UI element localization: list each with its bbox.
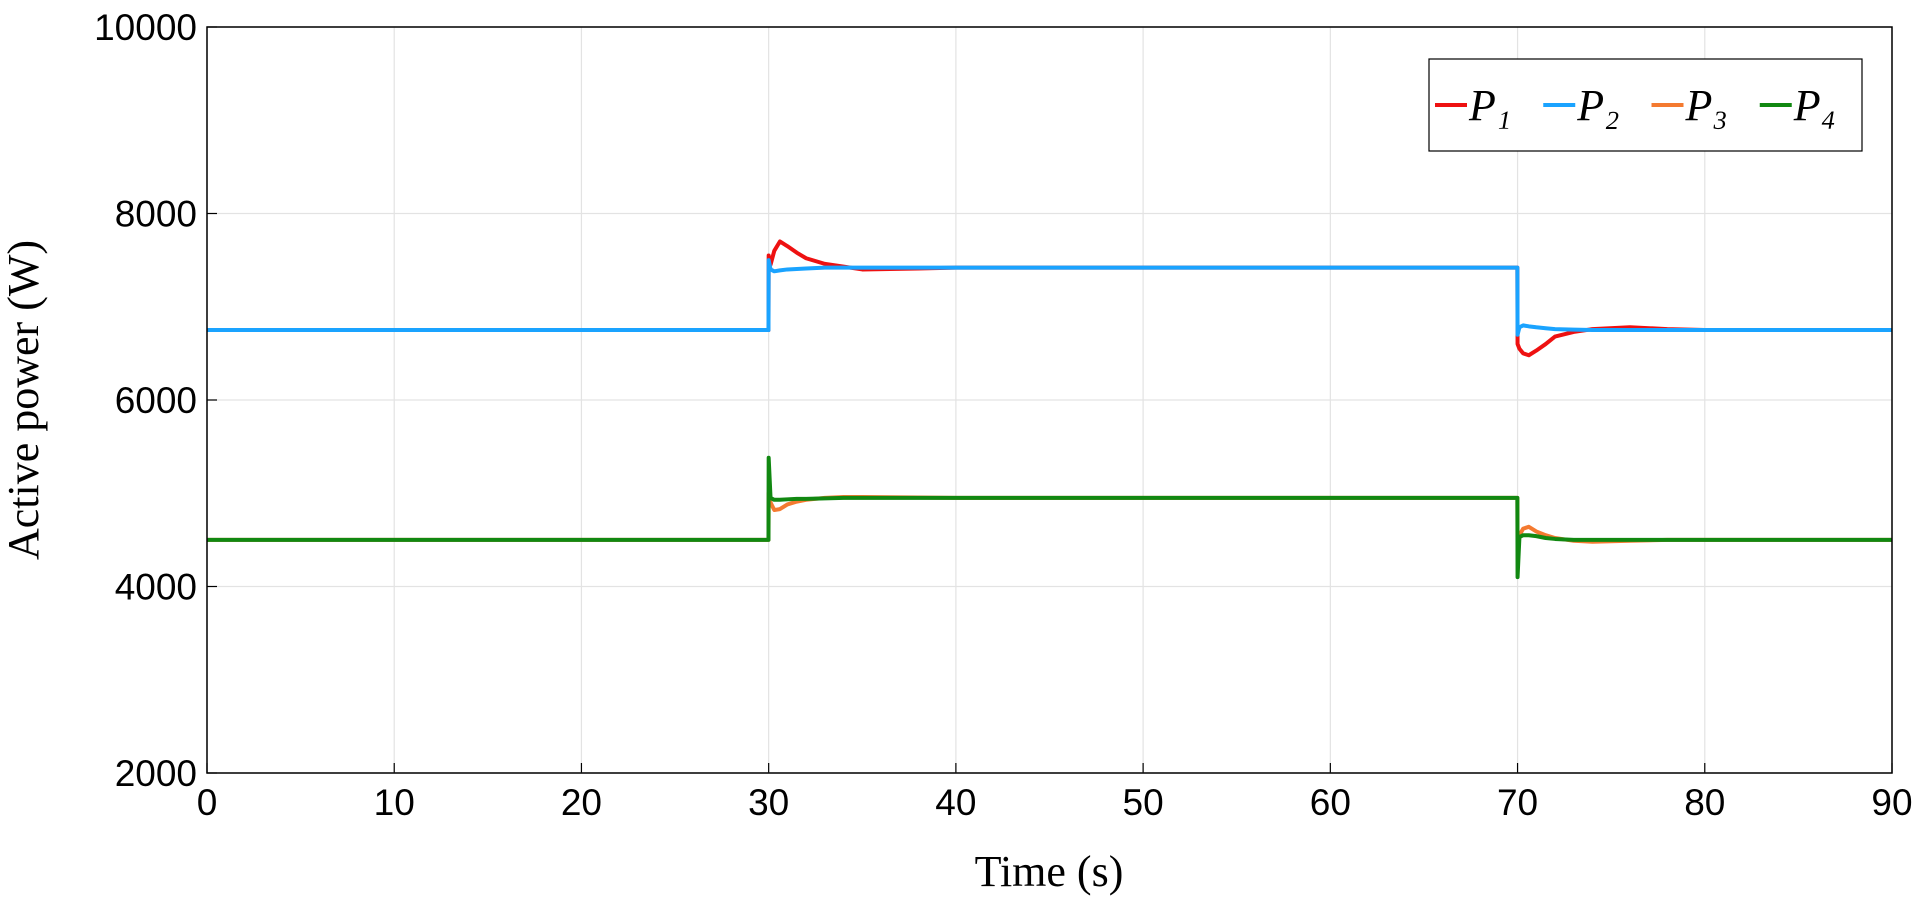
x-tick-label: 40 (935, 782, 976, 823)
y-tick-label: 4000 (115, 567, 197, 608)
legend-label: P₄ (1793, 81, 1836, 130)
y-tick-label: 2000 (115, 753, 197, 794)
data-line (207, 258, 1892, 337)
y-tick-label: 8000 (115, 194, 197, 235)
y-tick-label: 10000 (94, 7, 197, 48)
x-tick-label: 30 (748, 782, 789, 823)
data-line (207, 491, 1892, 544)
x-tick-label: 70 (1497, 782, 1538, 823)
legend: P₁ P₂ P₃ P₄ (1428, 58, 1863, 152)
plot-frame (206, 26, 1893, 774)
x-tick-label: 20 (561, 782, 602, 823)
x-axis-label: Time (s) (975, 847, 1124, 896)
x-tick-label: 80 (1684, 782, 1725, 823)
x-tick-label: 50 (1123, 782, 1164, 823)
data-line (207, 239, 1892, 358)
x-tick-label: 90 (1871, 782, 1912, 823)
y-axis-label: Active power (W) (0, 240, 48, 560)
legend-label: P₁ (1468, 81, 1511, 130)
legend-label: P₂ (1576, 81, 1619, 130)
data-line (207, 455, 1892, 580)
x-tick-label: 60 (1310, 782, 1351, 823)
x-tick-label: 0 (197, 782, 218, 823)
x-tick-label: 10 (374, 782, 415, 823)
y-tick-label: 6000 (115, 380, 197, 421)
legend-label: P₃ (1685, 81, 1728, 130)
